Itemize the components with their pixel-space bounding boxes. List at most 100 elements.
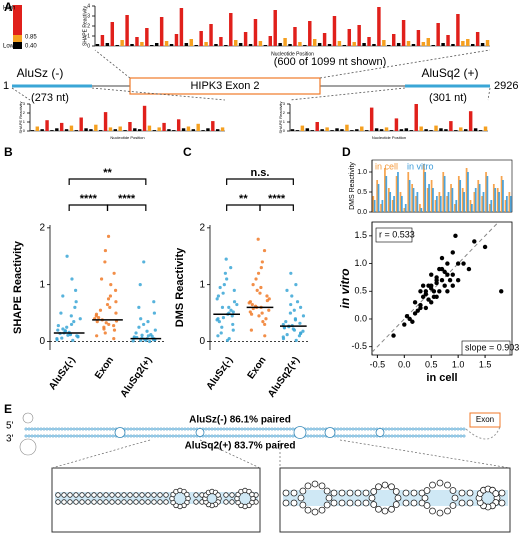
bar [145, 28, 149, 46]
bead [360, 434, 364, 438]
bead [249, 427, 253, 431]
bead [384, 434, 388, 438]
bead [79, 499, 85, 505]
bead [139, 499, 145, 505]
bar [455, 200, 458, 212]
bar [248, 44, 253, 46]
data-point [281, 322, 285, 327]
bead [423, 434, 427, 438]
data-point [472, 239, 477, 244]
bead [183, 434, 187, 438]
bead [410, 499, 418, 507]
data-point [461, 261, 466, 266]
bar [196, 123, 200, 131]
bar [211, 121, 215, 131]
bead [153, 434, 157, 438]
panel-label: C [183, 145, 192, 159]
bead [429, 427, 433, 431]
bar [206, 128, 210, 131]
bead [354, 427, 358, 431]
x-tick-label: 0.0 [398, 359, 411, 369]
data-point [152, 311, 156, 315]
panel-label: A [4, 0, 13, 14]
gene-end: 2926 [494, 80, 518, 92]
bar [470, 204, 473, 212]
bead [138, 427, 142, 431]
loop [195, 428, 205, 437]
data-point [131, 339, 135, 343]
bead [135, 427, 139, 431]
bead [394, 494, 402, 502]
bead [57, 434, 61, 438]
bead [255, 434, 259, 438]
data-point [294, 283, 298, 287]
bead [163, 492, 169, 498]
bar [424, 172, 427, 212]
bead [336, 434, 340, 438]
bar [238, 43, 243, 46]
data-point [450, 250, 455, 255]
data-point [56, 328, 60, 332]
bead [441, 427, 445, 431]
data-point [72, 319, 76, 324]
bead [267, 434, 271, 438]
bar [509, 196, 512, 212]
significance-label: ** [103, 167, 112, 179]
panel-frame [371, 159, 513, 213]
bar [385, 176, 388, 212]
bead [141, 434, 145, 438]
data-point [61, 327, 65, 331]
bar [432, 188, 434, 212]
x-tick-label: 1.5 [479, 359, 492, 369]
bar [404, 128, 409, 131]
bar [481, 196, 484, 212]
bead [171, 434, 175, 438]
bead [213, 427, 217, 431]
bead [183, 427, 187, 431]
zoom-lines [51, 439, 511, 469]
bar [367, 37, 371, 46]
data-point [289, 271, 293, 275]
data-point [95, 319, 99, 324]
bar [372, 44, 376, 46]
bar [380, 204, 382, 212]
bar [480, 43, 485, 46]
bead [75, 434, 79, 438]
data-point [146, 319, 150, 324]
bar [478, 184, 481, 212]
data-point [99, 277, 104, 281]
bar [447, 192, 450, 212]
bar [308, 21, 312, 46]
significance-bracket [259, 204, 294, 211]
bead [213, 434, 217, 438]
bead [456, 427, 460, 431]
data-point [466, 266, 472, 272]
bar [30, 130, 35, 131]
bar [468, 111, 473, 131]
bead [237, 434, 241, 438]
data-point [60, 336, 64, 340]
data-point [146, 334, 150, 338]
loop [114, 427, 126, 438]
data-point [293, 318, 298, 322]
bead [186, 427, 190, 431]
bar [350, 130, 354, 131]
bar [431, 45, 435, 46]
loop [293, 426, 307, 439]
bar [335, 128, 339, 131]
bead [453, 427, 457, 431]
x-tick-label: AluSq2(+) [119, 355, 155, 400]
bead [42, 434, 46, 438]
bead [366, 434, 370, 438]
data-point [231, 322, 235, 327]
bar [179, 8, 184, 46]
bead [345, 434, 349, 438]
bead [408, 434, 412, 438]
bead [414, 434, 418, 438]
bar [84, 128, 88, 131]
bead [78, 434, 82, 438]
bead [91, 492, 97, 498]
bead [151, 492, 157, 498]
bead [290, 499, 298, 507]
data-point [225, 277, 229, 281]
